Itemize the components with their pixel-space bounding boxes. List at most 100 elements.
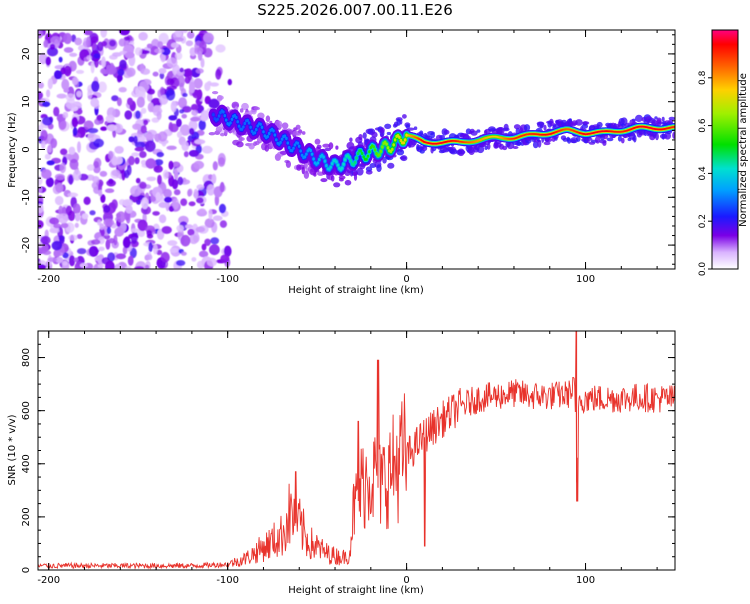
heatmap-noise-blob: [130, 232, 138, 244]
heatmap-ridge-halo: [635, 114, 643, 122]
heatmap-noise-blob: [56, 93, 67, 99]
heatmap-noise-blob: [87, 132, 97, 142]
heatmap-ridge-cell: [312, 157, 315, 161]
heatmap-noise-blob: [195, 226, 206, 233]
heatmap-ridge-cell: [229, 121, 232, 125]
heatmap-noise-blob: [100, 30, 107, 38]
heatmap-noise-blob: [134, 47, 143, 56]
heatmap-noise-blob: [166, 78, 175, 86]
heatmap-ridge-cell: [340, 166, 344, 170]
heatmap-noise-blob: [196, 260, 205, 269]
heatmap-noise-blob: [182, 92, 188, 98]
heatmap-noise-blob: [219, 220, 227, 228]
heatmap-noise-blob: [74, 212, 81, 222]
heatmap-noise-blob: [87, 88, 93, 100]
heatmap-ridge-halo: [301, 166, 305, 175]
heatmap-noise-blob: [168, 115, 178, 121]
heatmap-noise-blob: [138, 32, 148, 41]
heatmap-noise-blob: [212, 215, 223, 221]
heatmap-ridge-halo: [208, 132, 216, 136]
snr-x-ticks: -200 -100 0 100: [37, 331, 658, 586]
heatmap-ridge-halo: [672, 131, 675, 139]
heatmap-noise-blob: [54, 70, 62, 80]
heatmap-noise-blob: [112, 52, 122, 57]
heatmap-noise-blob: [191, 103, 199, 111]
heatmap-ridge-halo: [602, 140, 607, 146]
x-tick-label: 100: [576, 274, 595, 285]
heatmap-ridge-halo: [349, 137, 353, 143]
snr-xlabel: Height of straight line (km): [288, 585, 424, 596]
heatmap-ridge-cell: [316, 161, 320, 165]
heatmap-noise-blob: [124, 266, 132, 269]
heatmap-noise-blob: [219, 203, 226, 214]
heatmap-noise-blob: [151, 117, 160, 123]
heatmap-ridge-cell: [283, 134, 287, 138]
heatmap-noise-blob: [53, 106, 60, 117]
heatmap-noise-blob: [97, 264, 105, 268]
heatmap-noise-blob: [55, 183, 64, 193]
heatmap-noise-blob: [38, 175, 43, 186]
heatmap-noise-blob: [76, 90, 82, 98]
heatmap-ridge-halo: [430, 146, 434, 154]
heatmap-ridge-halo: [295, 124, 301, 130]
heatmap-noise-blob: [43, 39, 49, 48]
heatmap-ridge-cell: [246, 118, 249, 123]
heatmap-ridge-cell: [300, 153, 304, 157]
heatmap-noise-blob: [135, 110, 141, 120]
heatmap-ridge-halo: [576, 135, 581, 142]
heatmap-ridge-cell: [222, 110, 225, 114]
heatmap-ridge-cell: [372, 145, 376, 149]
heatmap-noise-blob: [162, 169, 169, 180]
heatmap-noise-blob: [90, 61, 95, 74]
heatmap-noise-blob: [173, 189, 181, 196]
heatmap-ridge-cell: [329, 165, 333, 169]
heatmap-noise-blob: [184, 68, 193, 77]
heatmap-ridge-halo: [303, 170, 310, 179]
heatmap-noise-blob: [38, 91, 43, 100]
heatmap-noise-blob: [63, 32, 72, 45]
heatmap-noise-blob: [161, 226, 172, 234]
heatmap-noise-blob: [195, 68, 204, 74]
heatmap-noise-blob: [59, 162, 66, 174]
heatmap-noise-blob: [116, 74, 123, 82]
heatmap-noise-blob: [90, 36, 99, 44]
heatmap-noise-blob: [100, 68, 106, 74]
x-tick-label: -200: [37, 274, 60, 285]
heatmap-noise-blob: [47, 78, 53, 90]
heatmap-ridge-halo: [353, 173, 358, 181]
x-tick-label: 100: [576, 575, 595, 586]
heatmap-noise-blob: [97, 219, 102, 226]
heatmap-ridge-halo: [470, 130, 478, 136]
heatmap-noise-blob: [179, 67, 184, 73]
heatmap-ridge-cell: [378, 153, 381, 157]
heatmap-ridge-cell: [273, 133, 277, 137]
heatmap-noise-blob: [203, 32, 214, 44]
heatmap-ridge-halo: [617, 135, 622, 142]
heatmap-noise-blob: [111, 156, 118, 166]
heatmap-noise-blob: [220, 254, 230, 263]
heatmap-noise-blob: [201, 110, 210, 121]
heatmap-noise-blob: [169, 123, 179, 133]
heatmap-noise-blob: [111, 95, 119, 102]
heatmap-noise-blob: [193, 78, 203, 89]
heatmap-ridge-halo: [537, 139, 542, 148]
heatmap-ridge-cell: [381, 145, 384, 149]
heatmap-noise-blob: [47, 144, 52, 153]
heatmap-ridge-halo: [543, 124, 547, 131]
heatmap-noise-blob: [217, 157, 226, 167]
heatmap-noise-blob: [126, 67, 136, 77]
heatmap-noise-blob: [145, 133, 156, 140]
heatmap-noise-blob: [99, 170, 108, 177]
heatmap-noise-blob: [185, 224, 194, 229]
heatmap-ridge-halo: [314, 138, 321, 145]
heatmap-noise-blob: [189, 234, 199, 245]
heatmap-noise-blob: [160, 251, 170, 263]
heatmap-noise-blob: [135, 177, 141, 184]
heatmap-noise-blob: [67, 192, 79, 198]
heatmap-noise-blob: [208, 98, 220, 109]
heatmap-ridge-cell: [290, 149, 294, 153]
heatmap-noise-blob: [140, 125, 147, 134]
heatmap-noise-blob: [204, 82, 211, 92]
heatmap-ridge-cell: [286, 141, 290, 145]
heatmap-ridge-halo: [543, 141, 551, 146]
